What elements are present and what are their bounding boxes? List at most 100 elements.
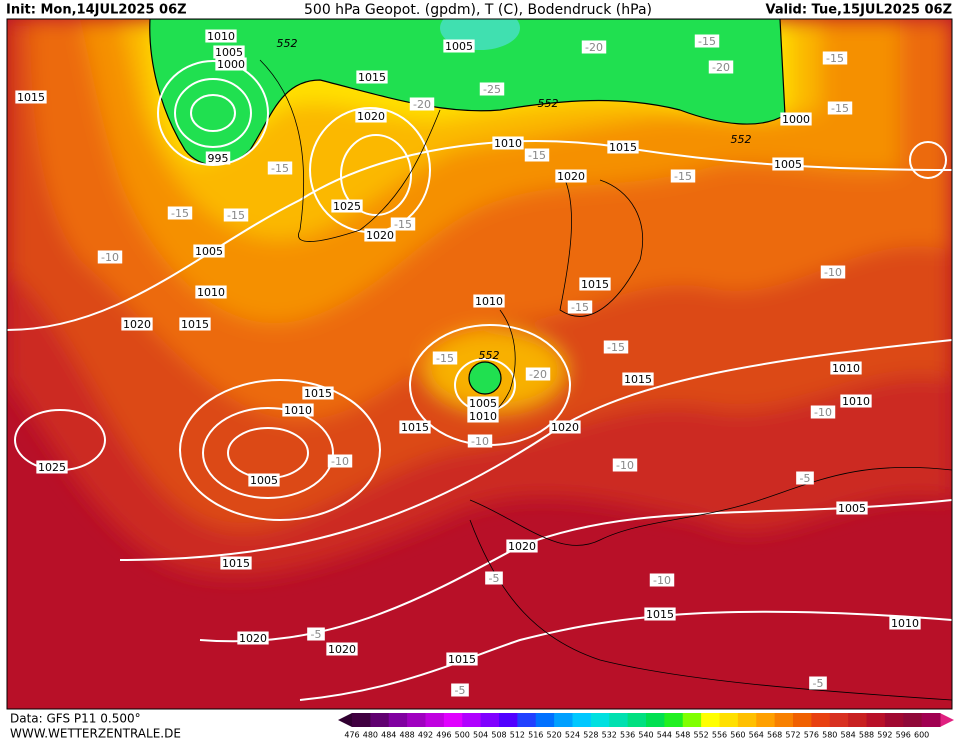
isobar-label-box: [446, 652, 478, 666]
colorbar-swatch: [848, 713, 867, 727]
colorbar-label: 560: [730, 731, 745, 740]
colorbar-swatch: [664, 713, 684, 727]
temperature-label-box: [567, 300, 593, 314]
height-label: 552: [277, 37, 298, 50]
isobar-label-box: [282, 403, 314, 417]
colorbar-label: 516: [528, 731, 543, 740]
colorbar-swatch: [756, 713, 776, 727]
isobar-label: 1020: [551, 421, 579, 434]
temperature-label: -20: [529, 368, 547, 381]
isobar-label: 1015: [401, 421, 429, 434]
map: [7, 19, 952, 709]
isobar-label-box: [443, 39, 475, 53]
temperature-label-box: [409, 97, 435, 111]
isobar-label: 1000: [217, 58, 245, 71]
colorbar-swatch: [774, 713, 794, 727]
temperature-label-box: [97, 250, 123, 264]
temperature-label: -15: [436, 352, 454, 365]
isobar-label: 1010: [469, 410, 497, 423]
temperature-label-box: [485, 571, 503, 585]
temperature-label-box: [525, 367, 551, 381]
isobar-label-box: [840, 394, 872, 408]
colorbar-swatch: [370, 713, 390, 727]
isobar-label: 1010: [832, 362, 860, 375]
colorbar-swatch: [866, 713, 886, 727]
colorbar-swatch: [480, 713, 500, 727]
temperature-label-box: [307, 627, 325, 641]
temperature-label-box: [524, 148, 550, 162]
isobar-label-box: [836, 501, 868, 515]
colorbar-label: 504: [473, 731, 488, 740]
isobar-label-box: [830, 361, 862, 375]
colorbar-swatch: [921, 713, 941, 727]
colorbar-label: 512: [510, 731, 525, 740]
isobar-label-box: [331, 199, 363, 213]
isobar-label-box: [195, 285, 227, 299]
temperature-label-box: [267, 161, 293, 175]
colorbar-label: 528: [583, 731, 598, 740]
colorbar-label: 496: [436, 731, 451, 740]
colorbar-swatch: [517, 713, 537, 727]
temperature-label: -15: [271, 162, 289, 175]
temperature-label-box: [612, 458, 638, 472]
isobar-label-box: [213, 45, 245, 59]
isobar-label: 1020: [508, 540, 536, 553]
isobar-label-box: [205, 151, 231, 165]
temperature-label-box: [822, 51, 848, 65]
temperature-label-box: [649, 573, 675, 587]
colorbar-swatch: [829, 713, 849, 727]
isobar-label-box: [193, 244, 225, 258]
isobar-label: 1015: [304, 387, 332, 400]
temperature-label: -15: [674, 170, 692, 183]
isobar-label: 1005: [774, 158, 802, 171]
colorbar-arrow-right: [940, 713, 954, 727]
isobar-label: 1005: [838, 502, 866, 515]
temperature-label-box: [694, 34, 720, 48]
isobar-label: 1015: [222, 557, 250, 570]
temperature-label: -5: [800, 472, 811, 485]
colorbar-label: 552: [693, 731, 708, 740]
temperature-label: -15: [831, 102, 849, 115]
isobar-label-box: [302, 386, 334, 400]
isobar-label: 1015: [181, 318, 209, 331]
isobar-label-box: [579, 277, 611, 291]
isobar-label-box: [780, 112, 812, 126]
isobar-label: 1020: [557, 170, 585, 183]
colorbar-swatch: [903, 713, 923, 727]
temperature-label: -15: [394, 218, 412, 231]
colorbar-swatch: [407, 713, 426, 727]
temperature-label: -20: [585, 41, 603, 54]
colorbar-label: 600: [914, 731, 929, 740]
isobar-label: 995: [208, 152, 229, 165]
colorbar-label: 476: [344, 731, 359, 740]
temperature-label-box: [708, 60, 734, 74]
temperature-label-box: [809, 676, 827, 690]
temperature-label: -5: [311, 628, 322, 641]
isobar-label-box: [549, 420, 581, 434]
colorbar-label: 548: [675, 731, 690, 740]
temperature-label-box: [810, 405, 836, 419]
isobar-label-box: [644, 607, 676, 621]
temperature-label-box: [479, 82, 505, 96]
temperature-label: -10: [331, 455, 349, 468]
temperature-label-box: [796, 471, 814, 485]
isobar-label-box: [237, 631, 269, 645]
isobar-label-box: [326, 642, 358, 656]
isobar-label: 1000: [782, 113, 810, 126]
isobar-label: 1015: [358, 71, 386, 84]
isobar-label-box: [889, 616, 921, 630]
temperature-label: -20: [712, 61, 730, 74]
isobar-label-box: [607, 140, 639, 154]
isobar-label: 1005: [469, 397, 497, 410]
colorbar-label: 508: [491, 731, 506, 740]
temperature-label: -15: [571, 301, 589, 314]
temperature-label-box: [603, 340, 629, 354]
temperature-label: -10: [616, 459, 634, 472]
temperature-label-box: [827, 101, 853, 115]
valid-time: Valid: Tue,15JUL2025 06Z: [765, 3, 952, 18]
colorbar-swatch: [425, 713, 445, 727]
isobar-label-box: [555, 169, 587, 183]
